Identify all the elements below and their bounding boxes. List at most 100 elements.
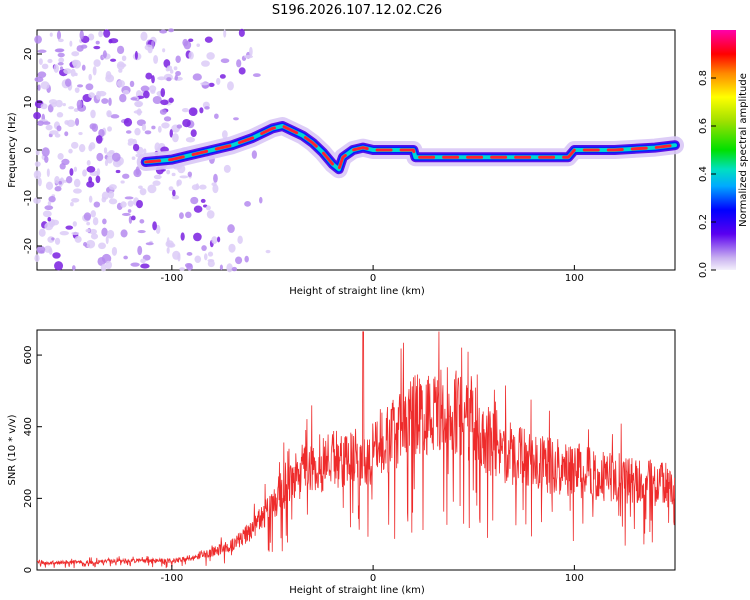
noise-blob — [238, 28, 245, 38]
noise-blob — [46, 168, 50, 178]
noise-blob — [176, 124, 183, 129]
noise-blob — [101, 98, 109, 104]
noise-blob — [59, 230, 69, 236]
colorbar-label: Normalized spectral amplitude — [738, 73, 749, 227]
noise-blob — [134, 50, 138, 60]
noise-blob — [78, 131, 83, 136]
noise-blob — [64, 131, 69, 137]
noise-blob — [58, 180, 63, 185]
noise-blob — [100, 264, 107, 272]
noise-blob — [235, 256, 243, 265]
noise-blob — [208, 82, 215, 87]
noise-blob — [233, 117, 239, 121]
noise-blob — [57, 152, 64, 160]
noise-blob — [79, 30, 84, 40]
ridge-peak — [144, 124, 677, 171]
snr-series-line — [37, 331, 675, 569]
noise-blob — [47, 58, 53, 64]
noise-blob — [193, 232, 202, 242]
colorbar: 0.0 0.2 0.4 0.6 0.8 Normalized spectral ampl… — [698, 30, 749, 278]
noise-blob — [166, 65, 173, 71]
noise-blob — [249, 46, 253, 57]
colorbar-tick-label: 0.2 — [698, 214, 709, 230]
noise-blob — [37, 120, 44, 126]
noise-blob — [160, 99, 169, 106]
noise-blob — [153, 174, 162, 180]
noise-blob — [138, 185, 143, 190]
noise-blob — [265, 249, 271, 254]
noise-blob — [98, 128, 105, 138]
noise-blob — [108, 184, 117, 190]
noise-blob — [181, 107, 189, 113]
noise-blob — [44, 155, 49, 163]
noise-blob — [90, 109, 96, 119]
x-tick-label: -100 — [160, 273, 183, 284]
noise-blob — [104, 159, 109, 167]
noise-blob — [227, 81, 234, 91]
noise-blob — [75, 117, 80, 126]
noise-blob — [185, 137, 196, 143]
noise-blob — [44, 222, 54, 231]
noise-blob — [134, 127, 141, 136]
x-tick-label: 100 — [565, 573, 584, 584]
noise-blob — [179, 212, 184, 220]
noise-blob — [62, 103, 66, 107]
noise-blob — [71, 265, 76, 271]
noise-blob — [40, 81, 50, 90]
noise-blob — [73, 178, 81, 188]
noise-blob — [71, 231, 80, 236]
spectrogram-x-label: Height of straight line (km) — [289, 286, 425, 297]
noise-blob — [187, 171, 193, 178]
noise-blob — [226, 263, 233, 273]
colorbar-tick-label: 0.0 — [698, 262, 709, 278]
noise-blob — [69, 40, 73, 47]
y-tick-label: 10 — [23, 96, 34, 109]
noise-blob — [54, 48, 64, 53]
noise-blob — [122, 89, 130, 95]
noise-blob — [140, 258, 146, 264]
noise-blob — [207, 251, 214, 257]
noise-blob — [36, 245, 46, 254]
noise-blob — [88, 195, 93, 203]
noise-blob — [54, 186, 62, 192]
noise-blob — [157, 76, 166, 81]
noise-blob — [244, 200, 251, 207]
noise-blob — [66, 176, 73, 184]
noise-blob — [49, 32, 53, 37]
noise-blob — [214, 113, 219, 119]
noise-blob — [199, 107, 204, 114]
noise-blob — [57, 52, 65, 58]
y-tick-label: -10 — [23, 190, 34, 206]
noise-blob — [96, 168, 101, 176]
noise-blob — [204, 106, 210, 110]
noise-blob — [143, 90, 150, 99]
noise-blob — [204, 36, 213, 43]
noise-blob — [175, 55, 181, 63]
noise-blob — [193, 205, 203, 213]
noise-blob — [103, 29, 111, 38]
noise-blob — [173, 66, 178, 71]
noise-blob — [168, 28, 174, 33]
noise-blob — [127, 141, 133, 146]
noise-blob — [57, 62, 64, 66]
noise-blob — [47, 201, 52, 206]
noise-blob — [176, 180, 180, 187]
noise-blob — [155, 224, 161, 234]
noise-blob — [157, 125, 162, 133]
noise-blob — [206, 52, 215, 60]
noise-blob — [223, 29, 227, 38]
noise-blob — [207, 259, 215, 268]
noise-blob — [188, 38, 194, 43]
noise-blob — [139, 188, 147, 196]
noise-blob — [188, 107, 198, 116]
noise-blob — [201, 60, 210, 67]
noise-blob — [108, 38, 119, 44]
noise-blob — [171, 172, 176, 177]
noise-blob — [102, 218, 107, 225]
noise-blob — [200, 198, 206, 203]
noise-blob — [70, 68, 76, 77]
noise-blob — [180, 232, 185, 241]
noise-blob — [112, 152, 121, 162]
noise-blob — [35, 171, 39, 176]
noise-blob — [175, 70, 182, 76]
